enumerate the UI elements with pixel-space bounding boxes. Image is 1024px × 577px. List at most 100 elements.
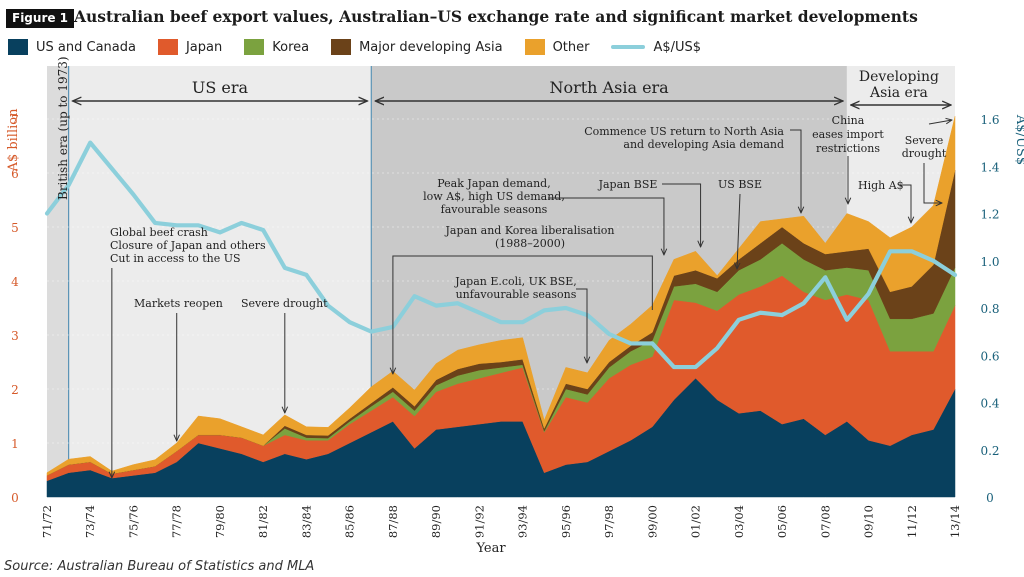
annot-severe-drought-1: Severe drought <box>241 297 328 310</box>
ytick-left: 2 <box>11 383 19 397</box>
ytick-right: 1.0 <box>980 255 999 269</box>
era-label-line: Developing <box>859 69 939 85</box>
xtick: 93/94 <box>516 505 530 538</box>
annot-beef-crash: Global beef crash Closure of Japan and ot… <box>110 226 266 265</box>
legend-item-us-canada: US and Canada <box>8 39 136 55</box>
ytick-right: 0.6 <box>980 349 999 363</box>
legend-swatch-fx <box>611 45 646 49</box>
annot-peak-japan-line: low A$, high US demand, <box>423 190 565 203</box>
annot-japan-bse: Japan BSE <box>598 178 658 191</box>
xtick: 07/08 <box>818 505 832 538</box>
annot-beef-crash-line: Closure of Japan and others <box>110 239 266 252</box>
ytick-left: 1 <box>11 437 19 451</box>
annot-peak-japan: Peak Japan demand, low A$, high US demand… <box>423 177 565 216</box>
annot-liberalisation-line: Japan and Korea liberalisation <box>445 224 615 237</box>
xtick: 73/74 <box>83 505 97 538</box>
legend-item-other: Other <box>524 39 590 55</box>
annot-japan-ecoli: Japan E.coli, UK BSE, unfavourable season… <box>454 275 577 301</box>
legend-label-korea: Korea <box>272 39 310 55</box>
ylabel-left: A$ billion <box>6 108 21 173</box>
ytick-right: 0.2 <box>980 444 999 458</box>
ylabel-right: A$/US$ <box>1013 114 1024 165</box>
ytick-left: 0 <box>11 491 19 505</box>
era-label-british: British era (up to 1973) <box>56 56 70 200</box>
xtick: 79/80 <box>213 505 227 538</box>
legend-label-other: Other <box>552 39 590 55</box>
xlabel: Year <box>475 541 506 556</box>
annot-china-eases: China eases import restrictions <box>812 114 884 155</box>
xtick: 95/96 <box>559 505 573 538</box>
xtick: 71/72 <box>40 505 54 538</box>
annot-arrow-peak-japan <box>548 197 664 255</box>
ytick-right: 0.8 <box>980 302 999 316</box>
xtick: 85/86 <box>343 505 357 538</box>
annot-japan-ecoli-line: Japan E.coli, UK BSE, <box>454 275 577 288</box>
annot-peak-japan-line: favourable seasons <box>441 203 548 216</box>
xtick: 87/88 <box>386 505 400 538</box>
ytick-right: 0.4 <box>980 397 999 411</box>
era-label-line: Asia era <box>869 85 928 101</box>
xtick: 97/98 <box>602 505 616 538</box>
annot-high-aud-line: High A$ <box>858 179 904 192</box>
ytick-right: 1.2 <box>980 208 999 222</box>
ytick-left: 7 <box>11 113 19 127</box>
ytick-left: 4 <box>11 275 19 289</box>
chart-title: Australian beef export values, Australia… <box>74 7 918 26</box>
xtick: 09/10 <box>862 505 876 538</box>
legend-swatch-other <box>524 39 545 55</box>
annot-china-eases-line: China <box>832 114 865 127</box>
era-label-developing-asia: Developing Asia era <box>859 69 939 101</box>
annot-severe-drought-2-line: Severe <box>905 134 944 147</box>
xtick: 77/78 <box>170 505 184 538</box>
source-note: Source: Australian Bureau of Statistics … <box>4 559 315 574</box>
legend-label-fx: A$/US$ <box>653 39 702 55</box>
xtick: 01/02 <box>689 505 703 538</box>
legend-item-korea: Korea <box>244 39 309 55</box>
xtick: 89/90 <box>429 505 443 538</box>
area-other <box>46 116 956 476</box>
xtick: 11/12 <box>905 505 919 538</box>
xtick: 81/82 <box>256 505 270 538</box>
annot-us-bse: US BSE <box>718 178 762 191</box>
annot-severe-drought-2: Severe drought <box>902 134 947 160</box>
legend-swatch-korea <box>244 39 265 55</box>
legend-item-dev-asia: Major developing Asia <box>331 39 503 55</box>
annot-japan-ecoli-line: unfavourable seasons <box>456 288 577 301</box>
ytick-right: 0 <box>986 491 994 505</box>
annot-arrow-us-bse <box>737 193 741 269</box>
xtick: 13/14 <box>948 505 962 538</box>
xtick: 99/00 <box>645 505 659 538</box>
annotations: Global beef crash Closure of Japan and ot… <box>110 114 952 478</box>
annot-markets-reopen: Markets reopen <box>134 297 223 310</box>
xtick: 91/92 <box>472 505 486 538</box>
annot-arrow-high-aud <box>899 184 911 223</box>
legend-item-fx: A$/US$ <box>611 40 701 55</box>
ytick-left: 6 <box>11 167 19 181</box>
annot-bracket-liberalisation <box>393 255 653 374</box>
ytick-left: 5 <box>11 221 19 235</box>
annot-arrow-severe-drought-2 <box>923 163 942 203</box>
annot-high-aud: High A$ <box>858 179 904 192</box>
annot-japan-bse-line: Japan BSE <box>598 178 658 191</box>
annot-liberalisation-line: (1988–2000) <box>495 237 565 250</box>
annot-commence-us-return-line: and developing Asia demand <box>623 138 784 151</box>
legend-label-us-canada: US and Canada <box>36 39 136 55</box>
figure-label: Figure 1 <box>6 9 75 28</box>
ytick-right: 1.4 <box>980 160 999 174</box>
legend-swatch-dev-asia <box>331 39 352 55</box>
annot-severe-drought-1-line: Severe drought <box>241 297 328 310</box>
annot-arrow-commence-us-return <box>790 129 801 213</box>
xtick: 83/84 <box>299 505 313 538</box>
xtick: 05/06 <box>775 505 789 538</box>
annot-beef-crash-line: Cut in access to the US <box>110 252 241 265</box>
xtick: 03/04 <box>732 505 746 538</box>
xtick: 75/76 <box>126 505 140 538</box>
legend-swatch-japan <box>157 39 178 55</box>
stacked-areas <box>46 116 956 498</box>
legend: US and Canada Japan Korea Major developi… <box>8 36 723 58</box>
axes: 0 1 2 3 4 5 6 7A$ billion 0 0.2 0.4 0.6 0.8 1.0 1.2 1.4… <box>6 108 1024 556</box>
annot-commence-us-return: Commence US return to North Asia and deve… <box>584 125 784 151</box>
annot-beef-crash-line: Global beef crash <box>110 226 208 239</box>
